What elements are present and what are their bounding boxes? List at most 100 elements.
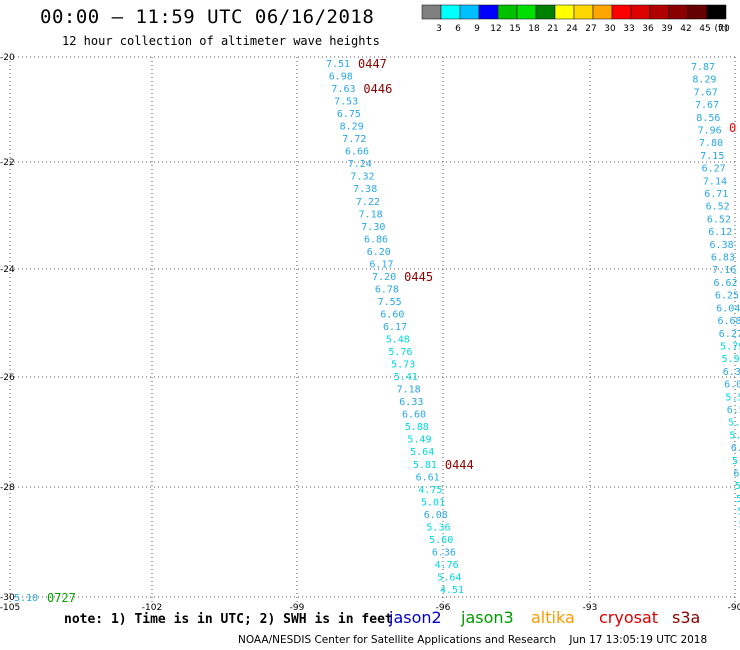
latitude-label: -22: [0, 158, 15, 168]
color-scale-label: 27: [585, 24, 596, 34]
map-subtitle: 12 hour collection of altimeter wave hei…: [62, 34, 380, 48]
color-scale-label: 24: [566, 24, 578, 34]
color-scale-label: 18: [528, 24, 540, 34]
map-title: 00:00 – 11:59 UTC 06/16/2018: [40, 6, 375, 28]
wave-height-value: 6.27: [719, 329, 740, 340]
wave-height-value: 6.30: [723, 367, 740, 378]
track-time-label: 0: [729, 121, 736, 135]
color-scale-unit: (ft): [714, 24, 728, 34]
wave-height-value: 7.15: [700, 151, 724, 162]
color-scale-label: 6: [455, 24, 461, 34]
wave-height-value: 6.17: [369, 259, 393, 270]
wave-height-value: 6.66: [345, 147, 369, 158]
wave-height-value: 7.32: [350, 172, 374, 183]
track-time-label: 0446: [363, 82, 392, 96]
wave-height-value: 5.41: [394, 372, 418, 383]
color-scale-label: 15: [509, 24, 520, 34]
longitude-label: -102: [142, 603, 162, 613]
wave-height-value: 6.62: [714, 278, 738, 289]
wave-height-value: 6.5: [727, 405, 740, 416]
color-scale-label: 3: [436, 24, 442, 34]
color-swatch: [706, 4, 727, 20]
wave-height-value: 6.33: [399, 397, 423, 408]
wave-height-value: 6.78: [375, 284, 399, 295]
footer-credit-line: NOAA/NESDIS Center for Satellite Applica…: [238, 634, 707, 646]
color-scale-label: 42: [680, 24, 691, 34]
track-time-label: 0727: [47, 591, 76, 605]
wave-height-value: 7.55: [378, 297, 402, 308]
wave-height-value: 5.81: [413, 460, 437, 471]
color-scale-label: 39: [661, 24, 673, 34]
color-scale-label: 21: [547, 24, 558, 34]
wave-height-value: 6.86: [364, 234, 388, 245]
wave-height-value: 6.04: [716, 303, 740, 314]
satellite-jason3: jason3: [461, 608, 514, 627]
wave-height-value: 7.87: [691, 62, 715, 73]
wave-height-value: 4.75: [418, 485, 442, 496]
track-time-label: 0447: [358, 57, 387, 71]
wave-height-value: 5: [736, 494, 740, 505]
wave-height-value: 5.60: [429, 535, 453, 546]
wave-height-value: 7.67: [695, 100, 719, 111]
latitude-label: -20: [0, 53, 15, 63]
latitude-label: -26: [0, 373, 15, 383]
longitude-label: -93: [583, 603, 598, 613]
units-note: note: 1) Time is in UTC; 2) SWH is in fe…: [64, 612, 393, 627]
wave-height-value: 7.72: [342, 134, 366, 145]
satellite-altika: altika: [531, 608, 575, 627]
satellite-cryosat: cryosat: [599, 608, 659, 627]
wave-height-value: 6.03: [724, 380, 740, 391]
wave-height-value: 6.36: [432, 547, 456, 558]
wave-height-value: 7.30: [361, 222, 385, 233]
wave-height-value: 7.22: [356, 197, 380, 208]
wave-height-value: 5.2: [729, 430, 740, 441]
wave-height-value: 6.68: [717, 316, 740, 327]
wave-height-value: 5.64: [437, 572, 461, 583]
wave-height-value: 7.18: [397, 385, 421, 396]
wave-height-value: 5.76: [388, 347, 412, 358]
color-scale-label: 30: [604, 24, 616, 34]
wave-height-value: 6.61: [416, 472, 440, 483]
latitude-label: -30: [0, 593, 15, 603]
wave-height-value: 6.38: [710, 240, 734, 251]
wave-height-value: 5.88: [405, 422, 429, 433]
longitude-label: -90: [728, 603, 740, 613]
wave-height-value: 6.17: [383, 322, 407, 333]
wave-height-value: 5: [739, 519, 740, 530]
wave-height-value: 7.16: [712, 265, 736, 276]
color-scale-legend: 3 6 9 12 15 18 21 24 27 30 33 36 39 42 45 70(ft): [421, 4, 730, 34]
wave-height-value: 7.18: [359, 209, 383, 220]
satellite-jason2: jason2: [389, 608, 442, 627]
wave-height-value: 5.01: [421, 497, 445, 508]
longitude-label: -105: [0, 603, 20, 613]
wave-height-value: 6.75: [337, 109, 361, 120]
wave-height-value: 6.3: [733, 468, 740, 479]
wave-height-value: 6.08: [424, 510, 448, 521]
wave-height-value: 5.64: [410, 447, 434, 458]
wave-height-value: 6.20: [367, 247, 391, 258]
color-scale-label: 70: [718, 24, 730, 34]
wave-height-value: 5.5: [725, 392, 740, 403]
wave-height-value: 6.4: [731, 443, 740, 454]
wave-height-value: 6.52: [706, 202, 730, 213]
wave-height-value: 7.53: [334, 97, 358, 108]
wave-height-value: 7.24: [348, 159, 372, 170]
longitude-label: -99: [290, 603, 305, 613]
wave-height-value: 6.60: [380, 309, 404, 320]
wave-height-value: 5.5: [732, 456, 740, 467]
color-scale-label: 36: [642, 24, 654, 34]
wave-height-value: 4.76: [435, 560, 459, 571]
wave-height-value: 6.52: [707, 214, 731, 225]
wave-height-value: 7.51: [326, 59, 350, 70]
track-time-label: 0445: [404, 270, 433, 284]
color-scale-label: 33: [623, 24, 634, 34]
wave-height-value: 7.20: [372, 272, 396, 283]
wave-height-value: 5.79: [720, 341, 740, 352]
satellite-s3a: s3a: [672, 608, 701, 627]
wave-height-value: 6.60: [402, 410, 426, 421]
wave-height-value: 5.73: [391, 360, 415, 371]
wave-height-value: 5.98: [721, 354, 740, 365]
wave-height-value: 6.25: [715, 291, 739, 302]
wave-height-value: 5.48: [386, 335, 410, 346]
wave-height-value: 7.67: [694, 87, 718, 98]
